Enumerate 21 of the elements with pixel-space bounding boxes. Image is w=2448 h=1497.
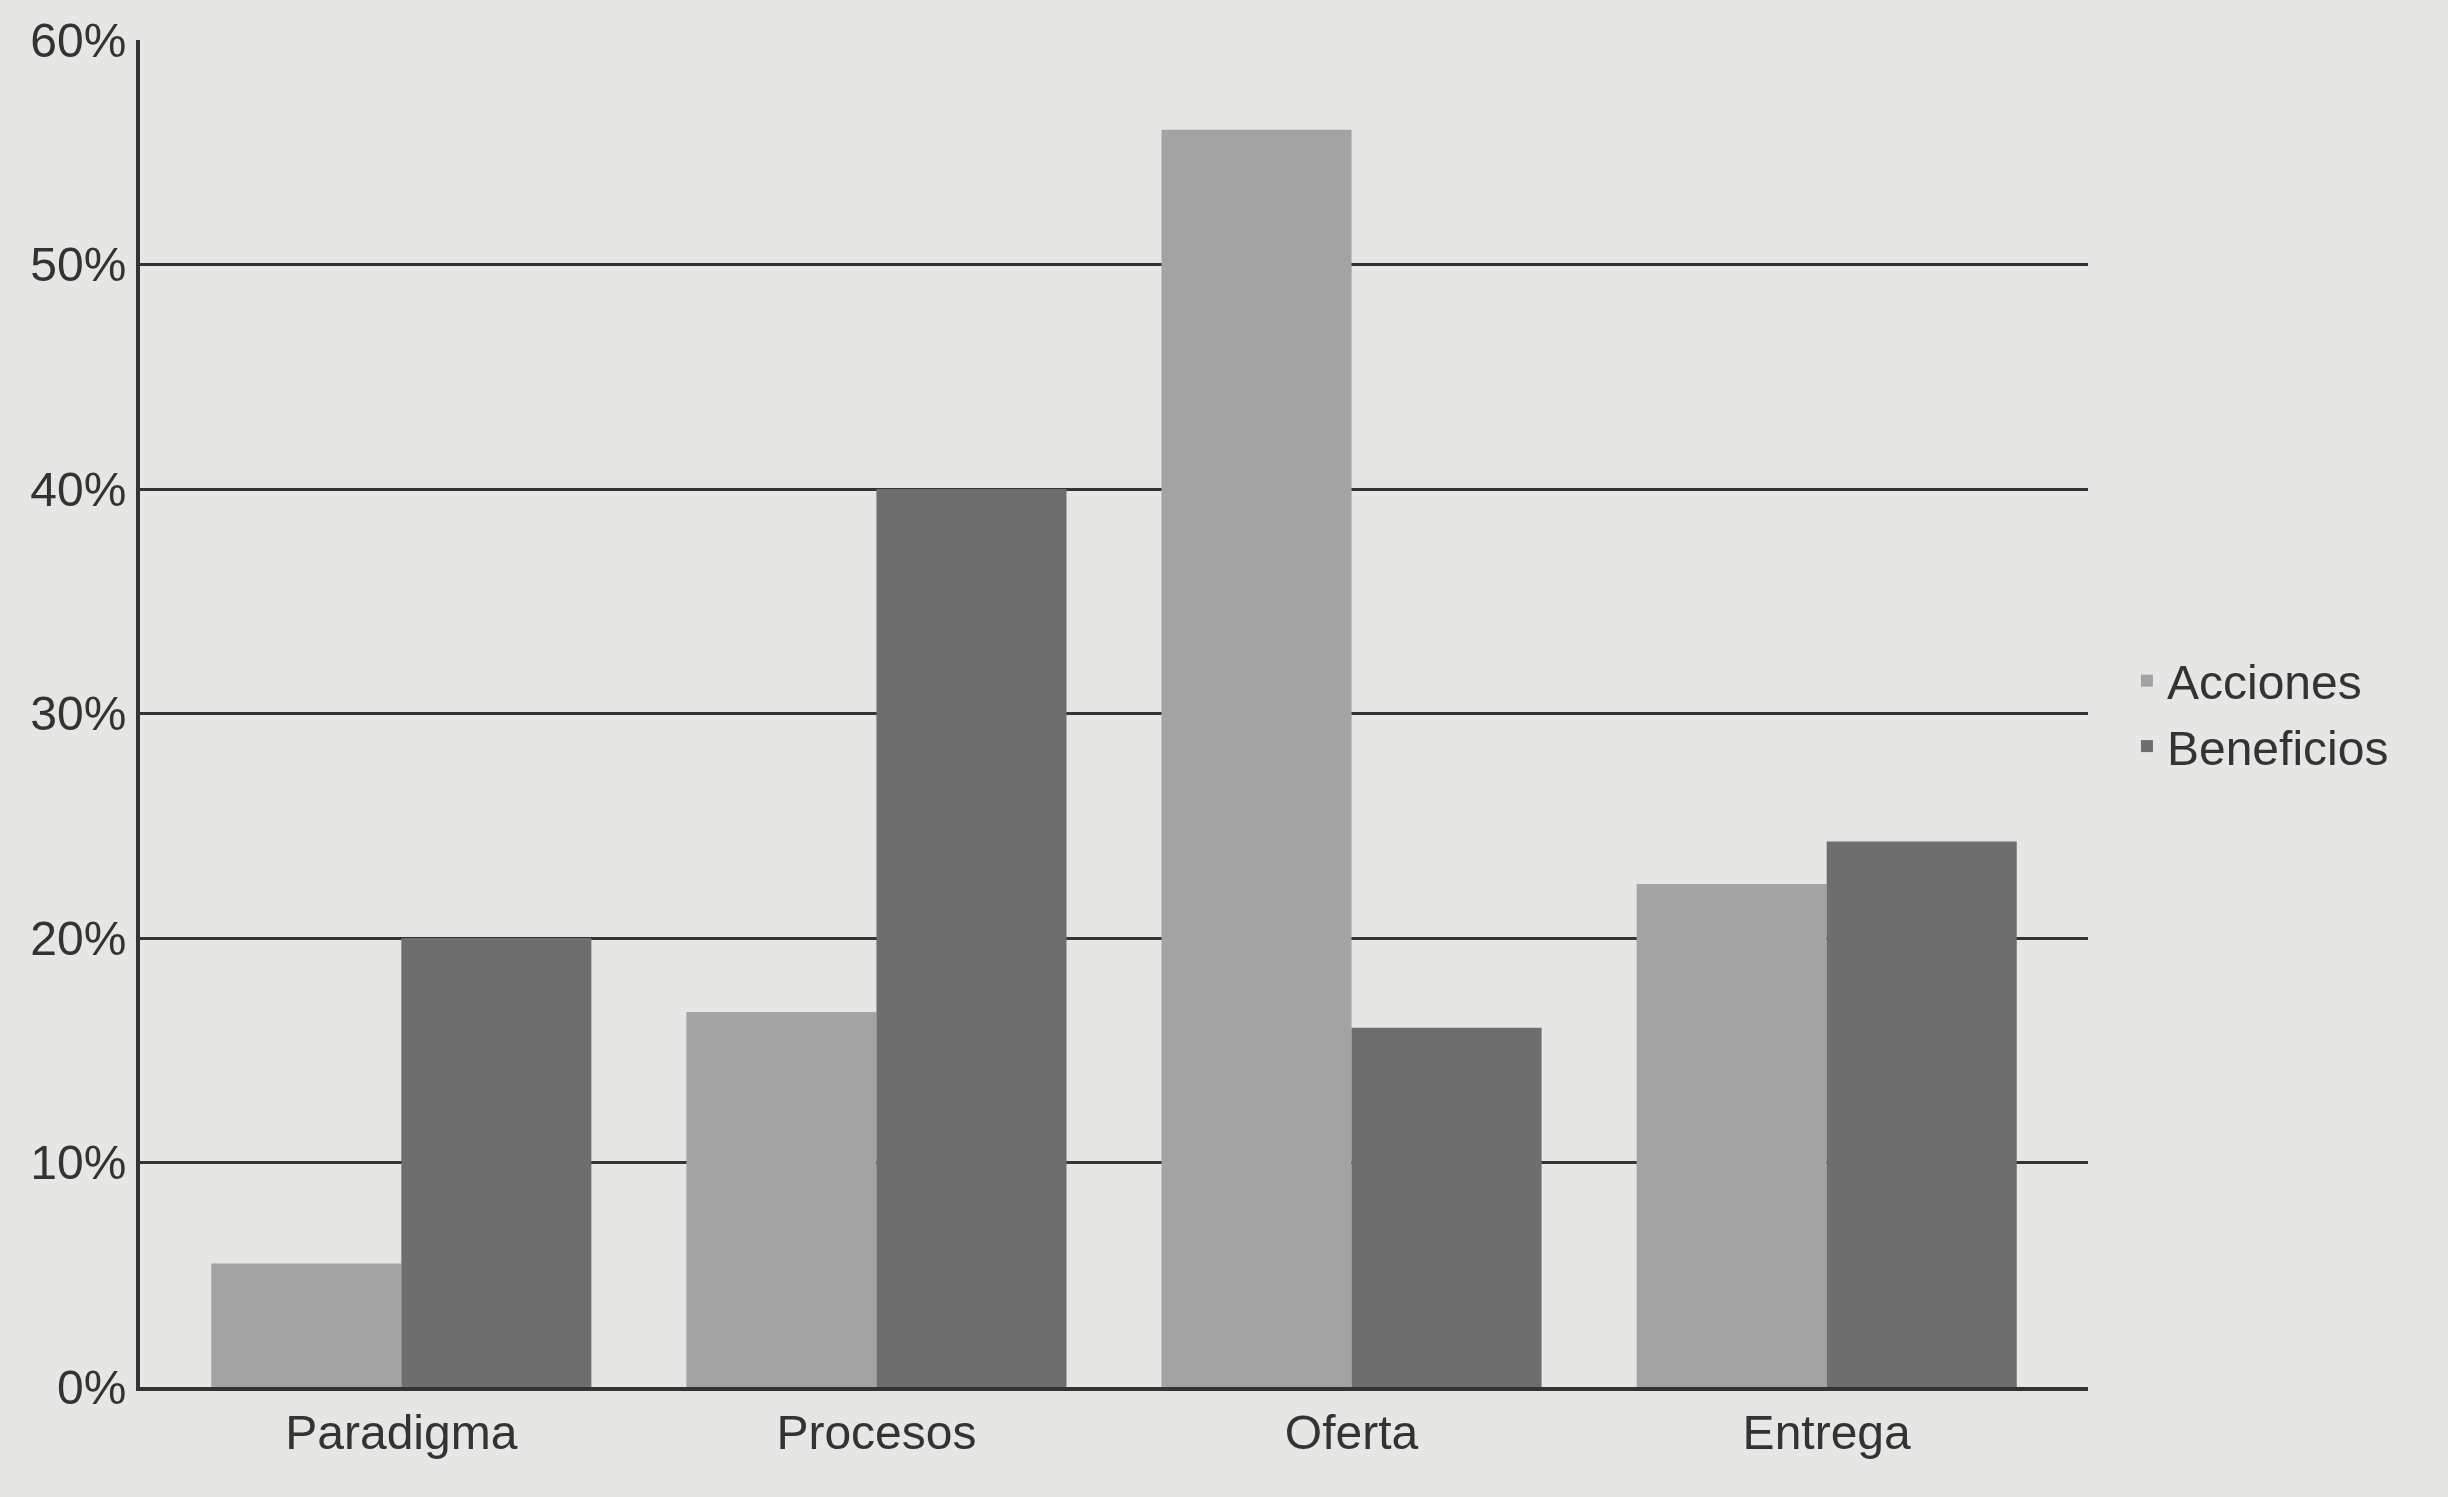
bar [1826, 841, 2017, 1387]
bar [401, 938, 592, 1387]
y-tick-label: 0% [57, 1360, 127, 1414]
bar [1161, 129, 1352, 1387]
bar [686, 1012, 877, 1387]
x-tick-label: Oferta [1284, 1405, 1419, 1459]
y-tick-label: 60% [30, 13, 127, 67]
x-tick-label: Paradigma [285, 1405, 518, 1459]
legend-label: Acciones [2166, 656, 2362, 710]
y-tick-label: 30% [30, 687, 127, 741]
y-tick-label: 40% [30, 462, 127, 516]
y-tick-label: 20% [30, 911, 127, 965]
bar [1636, 884, 1827, 1387]
bar [211, 1263, 402, 1387]
bar [1351, 1027, 1542, 1387]
legend-label: Beneficios [2166, 721, 2389, 775]
x-tick-label: Entrega [1742, 1405, 1912, 1459]
bar [876, 489, 1067, 1387]
y-tick-label: 50% [30, 238, 127, 292]
y-tick-label: 10% [30, 1136, 127, 1190]
x-tick-label: Procesos [776, 1405, 977, 1459]
